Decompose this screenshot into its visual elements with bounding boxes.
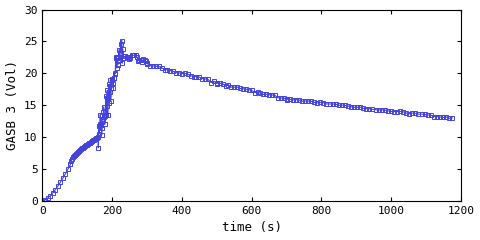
- X-axis label: time (s): time (s): [222, 222, 282, 234]
- Y-axis label: GASB 3 (Vol): GASB 3 (Vol): [6, 60, 19, 150]
